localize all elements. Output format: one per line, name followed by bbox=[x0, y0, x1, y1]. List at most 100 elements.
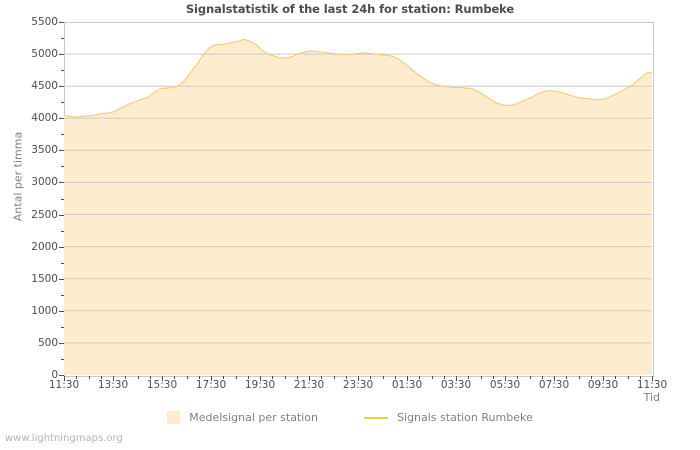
x-axis-tick-mark bbox=[211, 376, 212, 381]
x-axis-minor-tick-mark bbox=[346, 376, 347, 379]
y-axis-tick-label: 2500 bbox=[31, 208, 58, 221]
y-axis-minor-tick-mark bbox=[61, 134, 64, 135]
x-axis-tick-mark bbox=[162, 376, 163, 381]
y-axis-tick-mark bbox=[59, 279, 64, 280]
x-axis-tick-label: 05:30 bbox=[489, 379, 521, 391]
x-axis-minor-tick-mark bbox=[468, 376, 469, 379]
x-axis-minor-tick-mark bbox=[370, 376, 371, 379]
x-axis-minor-tick-mark bbox=[285, 376, 286, 379]
y-axis-minor-tick-mark bbox=[61, 327, 64, 328]
y-axis-tick-label: 0 bbox=[51, 369, 58, 381]
y-axis-tick-label: 1000 bbox=[31, 304, 58, 317]
x-axis-tick-label: 11:30 bbox=[636, 379, 668, 391]
x-axis-minor-tick-mark bbox=[321, 376, 322, 379]
x-axis-tick-label: 13:30 bbox=[97, 379, 129, 391]
x-axis-minor-tick-mark bbox=[615, 376, 616, 379]
x-axis-minor-tick-mark bbox=[640, 376, 641, 379]
x-axis-tick-mark bbox=[260, 376, 261, 381]
x-axis-minor-tick-mark bbox=[566, 376, 567, 379]
x-axis-tick-mark bbox=[554, 376, 555, 381]
legend-item-signals-station: Signals station Rumbeke bbox=[364, 411, 533, 424]
x-axis-minor-tick-mark bbox=[334, 376, 335, 379]
x-axis-tick-mark bbox=[652, 376, 653, 381]
area-series-fill bbox=[64, 39, 652, 375]
y-axis-tick-labels: 0 500 1000 1500 2000 2500 3000 3500 4000 4500 5000… bbox=[0, 0, 64, 450]
x-axis-minor-tick-mark bbox=[383, 376, 384, 379]
x-axis-minor-tick-mark bbox=[199, 376, 200, 379]
x-axis-minor-tick-mark bbox=[591, 376, 592, 379]
x-axis-tick-label: 15:30 bbox=[146, 379, 178, 391]
x-axis-minor-tick-mark bbox=[530, 376, 531, 379]
x-axis-minor-tick-mark bbox=[187, 376, 188, 379]
y-axis-minor-tick-mark bbox=[61, 231, 64, 232]
x-axis-minor-tick-mark bbox=[272, 376, 273, 379]
x-axis-minor-tick-mark bbox=[174, 376, 175, 379]
area-series-outline bbox=[64, 38, 652, 118]
x-axis-minor-tick-mark bbox=[101, 376, 102, 379]
x-axis-minor-tick-mark bbox=[395, 376, 396, 379]
y-axis-tick-label: 3500 bbox=[31, 144, 58, 157]
y-axis-tick-mark bbox=[59, 343, 64, 344]
x-axis-minor-tick-mark bbox=[297, 376, 298, 379]
x-axis-minor-tick-mark bbox=[628, 376, 629, 379]
x-axis-tick-mark bbox=[407, 376, 408, 381]
x-axis-tick-label: 03:30 bbox=[440, 379, 472, 391]
y-axis-tick-mark bbox=[59, 182, 64, 183]
y-axis-tick-mark bbox=[59, 375, 64, 376]
y-axis-minor-tick-mark bbox=[61, 166, 64, 167]
x-axis-minor-tick-mark bbox=[236, 376, 237, 379]
y-axis-minor-tick-mark bbox=[61, 199, 64, 200]
y-axis-minor-tick-mark bbox=[61, 263, 64, 264]
y-axis-tick-label: 500 bbox=[37, 336, 58, 349]
x-axis-tick-label: 09:30 bbox=[587, 379, 619, 391]
legend-item-medelsignal: Medelsignal per station bbox=[167, 411, 318, 424]
x-axis-tick-mark bbox=[64, 376, 65, 381]
x-axis-minor-tick-mark bbox=[419, 376, 420, 379]
x-axis-minor-tick-mark bbox=[89, 376, 90, 379]
x-axis-tick-mark bbox=[113, 376, 114, 381]
area-swatch-icon bbox=[167, 411, 181, 424]
x-axis-minor-tick-mark bbox=[542, 376, 543, 379]
x-axis-label: Tid bbox=[643, 391, 660, 404]
x-axis-tick-label: 21:30 bbox=[293, 379, 325, 391]
y-axis-tick-label: 4000 bbox=[31, 112, 58, 125]
y-axis-minor-tick-mark bbox=[61, 359, 64, 360]
x-axis-minor-tick-mark bbox=[76, 376, 77, 379]
y-axis-tick-mark bbox=[59, 247, 64, 248]
line-swatch-icon bbox=[364, 416, 389, 419]
x-axis-tick-mark bbox=[505, 376, 506, 381]
x-axis-tick-label: 01:30 bbox=[391, 379, 423, 391]
x-axis-minor-tick-mark bbox=[444, 376, 445, 379]
y-axis-minor-tick-mark bbox=[61, 102, 64, 103]
x-axis-tick-label: 17:30 bbox=[195, 379, 227, 391]
chart-plot bbox=[64, 38, 652, 375]
x-axis-minor-tick-mark bbox=[138, 376, 139, 379]
x-axis-minor-tick-mark bbox=[517, 376, 518, 379]
y-axis-tick-mark bbox=[59, 215, 64, 216]
y-axis-tick-mark bbox=[59, 118, 64, 119]
x-axis-tick-mark bbox=[603, 376, 604, 381]
y-axis-tick-mark bbox=[59, 22, 64, 23]
y-axis-tick-mark bbox=[59, 311, 64, 312]
x-axis-minor-tick-mark bbox=[223, 376, 224, 379]
y-gridlines bbox=[64, 53, 652, 344]
y-axis-tick-label: 5000 bbox=[31, 48, 58, 61]
x-axis-tick-mark bbox=[456, 376, 457, 381]
x-axis-tick-label: 07:30 bbox=[538, 379, 570, 391]
x-axis-minor-tick-mark bbox=[493, 376, 494, 379]
y-axis-minor-tick-mark bbox=[61, 38, 64, 39]
y-axis-minor-tick-mark bbox=[61, 70, 64, 71]
x-axis-minor-tick-mark bbox=[432, 376, 433, 379]
chart-legend: Medelsignal per station Signals station … bbox=[0, 411, 700, 424]
x-axis-minor-tick-mark bbox=[125, 376, 126, 379]
legend-item-label: Medelsignal per station bbox=[189, 411, 319, 424]
y-axis-minor-tick-mark bbox=[61, 295, 64, 296]
watermark-text: www.lightningmaps.org bbox=[5, 433, 123, 444]
x-axis-tick-label: 23:30 bbox=[342, 379, 374, 391]
x-axis-tick-mark bbox=[358, 376, 359, 381]
y-axis-tick-mark bbox=[59, 150, 64, 151]
x-axis-tick-mark bbox=[309, 376, 310, 381]
x-axis-minor-tick-mark bbox=[481, 376, 482, 379]
x-axis-tick-label: 19:30 bbox=[244, 379, 276, 391]
y-axis-tick-mark bbox=[59, 86, 64, 87]
